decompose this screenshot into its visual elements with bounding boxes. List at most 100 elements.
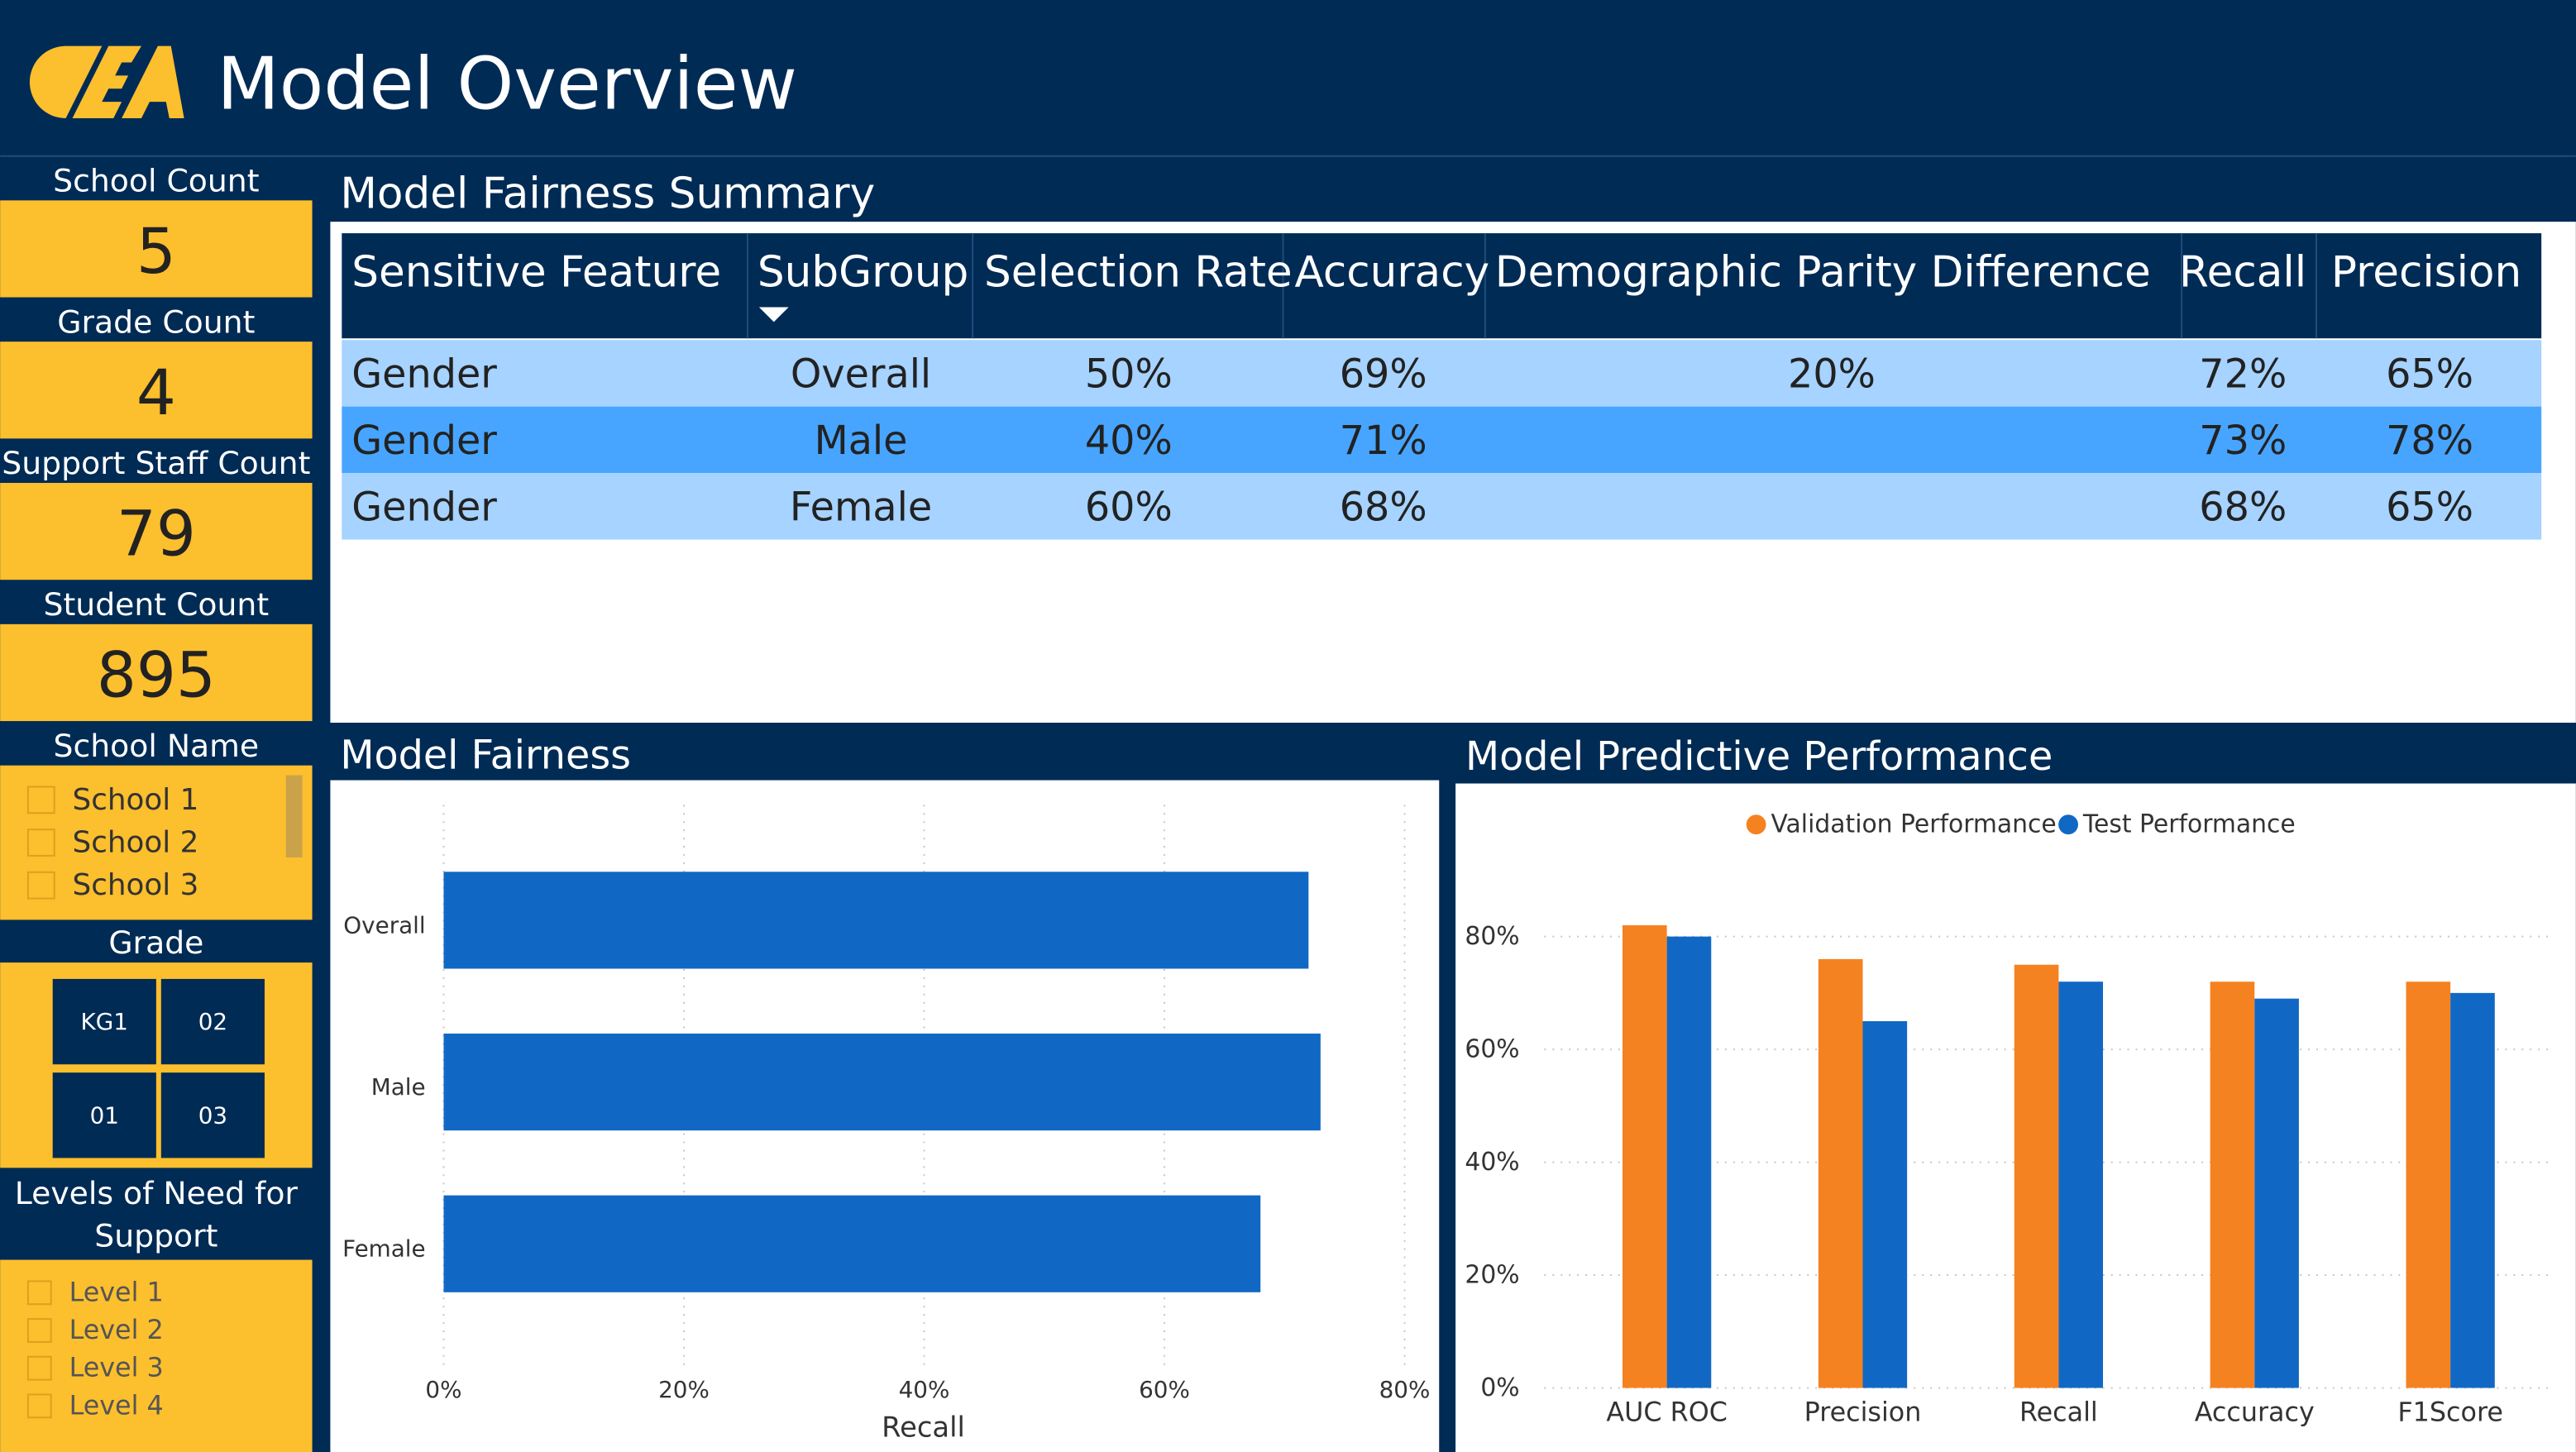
checkbox[interactable] (26, 1393, 52, 1419)
x-tick-label: 60% (1139, 1376, 1190, 1403)
grade-tile[interactable] (52, 978, 156, 1065)
card-label: Support Staff Count (2, 445, 310, 481)
y-tick-label: Overall (343, 911, 425, 939)
column-header[interactable]: SubGroup (758, 248, 968, 298)
slicer-label: Grade (108, 924, 203, 961)
bar (1862, 1020, 1908, 1388)
bar (443, 1195, 1261, 1292)
column-header[interactable]: Demographic Parity Difference (1495, 248, 2151, 298)
legend-marker[interactable] (2058, 814, 2078, 835)
table-cell: 78% (2386, 418, 2473, 464)
grade-tile[interactable] (52, 1072, 156, 1158)
table-cell: Gender (351, 351, 497, 397)
slicer-item[interactable]: School 3 (73, 868, 199, 902)
legend-label[interactable]: Test Performance (2082, 810, 2296, 839)
table-cell: 20% (1788, 351, 1876, 397)
slicer-item[interactable]: Level 3 (69, 1354, 164, 1383)
x-tick-label: F1Score (2397, 1397, 2502, 1427)
bar (2014, 964, 2059, 1388)
column-header[interactable]: Recall (2179, 248, 2306, 298)
table-row (342, 473, 2542, 540)
table-cell: 50% (1085, 351, 1173, 397)
column-header[interactable]: Precision (2331, 248, 2521, 298)
table-cell: Male (815, 418, 908, 464)
panel-title: Model Fairness (340, 733, 631, 778)
table-cell: Gender (351, 418, 497, 464)
bar (443, 872, 1309, 969)
checkbox[interactable] (26, 1318, 52, 1343)
card-value: 79 (117, 498, 196, 571)
column-header[interactable]: Selection Rate (984, 248, 1293, 298)
grade-tile[interactable] (160, 978, 265, 1065)
table-cell: 40% (1085, 418, 1173, 464)
checkbox[interactable] (26, 829, 55, 857)
sort-arrow (758, 307, 789, 322)
card-label: School Count (53, 163, 259, 199)
panel-title: Model Fairness Summary (340, 169, 875, 218)
x-tick-label: 0% (425, 1376, 461, 1403)
scrollbar (285, 775, 303, 857)
card-label: Grade Count (57, 303, 255, 340)
table-cell: Overall (791, 351, 931, 397)
panel-title: Model Predictive Performance (1465, 734, 2053, 780)
bar (2406, 982, 2451, 1388)
column-header[interactable]: Sensitive Feature (351, 248, 721, 298)
slicer-item[interactable]: Level 4 (69, 1391, 164, 1421)
x-tick-label: AUC ROC (1606, 1397, 1728, 1427)
slicer-label: Levels of Need for Support (14, 1176, 298, 1255)
y-tick-label: 20% (1465, 1261, 1519, 1290)
legend-label[interactable]: Validation Performance (1771, 810, 2057, 839)
slicer-box (0, 765, 313, 920)
table-cell: 68% (1340, 485, 1427, 530)
grade-tile-label[interactable]: KG1 (81, 1008, 128, 1035)
slicer-label-text: Levels of Need for Support (14, 1176, 298, 1255)
bar (1818, 958, 1863, 1388)
slicer-item[interactable]: Level 1 (69, 1278, 164, 1307)
column-header[interactable]: Accuracy (1294, 248, 1489, 298)
slicer-label: School Name (54, 728, 260, 764)
y-tick-label: Female (342, 1235, 426, 1263)
bar (1622, 924, 1667, 1388)
bar (2210, 982, 2255, 1388)
card-box (0, 483, 313, 580)
table-cell: Female (790, 485, 932, 530)
card-label: Student Count (44, 586, 270, 623)
table-cell: Gender (351, 485, 497, 530)
slicer-item[interactable]: Level 2 (69, 1316, 164, 1345)
checkbox[interactable] (26, 871, 55, 900)
y-tick-label: 40% (1465, 1148, 1519, 1177)
x-axis-label: Recall (882, 1411, 965, 1444)
table-cell: 71% (1340, 418, 1427, 464)
grade-tile[interactable] (160, 1072, 265, 1158)
table-cell: 72% (2199, 351, 2287, 397)
card-box (0, 200, 313, 298)
logo (29, 45, 184, 119)
table-cell: 73% (2199, 418, 2287, 464)
x-tick-label: 80% (1379, 1376, 1431, 1403)
checkbox[interactable] (26, 1280, 52, 1306)
grade-tile-label[interactable]: 03 (198, 1101, 227, 1129)
bar (2058, 982, 2104, 1388)
table-row (342, 340, 2542, 407)
table-cell: 69% (1340, 351, 1427, 397)
legend-marker[interactable] (1746, 814, 1766, 835)
slicer-item[interactable]: School 2 (73, 826, 199, 860)
y-tick-label: 0% (1480, 1373, 1519, 1402)
checkbox[interactable] (26, 1355, 52, 1381)
page-title: Model Overview (217, 41, 797, 126)
grade-tile-label[interactable]: 01 (90, 1101, 119, 1129)
table-cell: 60% (1085, 485, 1173, 530)
grade-tile-label[interactable]: 02 (198, 1008, 227, 1035)
table-cell: 65% (2386, 351, 2473, 397)
card-value: 895 (97, 638, 216, 711)
bar (443, 1033, 1321, 1131)
x-tick-label: Recall (2019, 1397, 2098, 1427)
checkbox[interactable] (26, 786, 55, 814)
table-cell: 68% (2199, 485, 2287, 530)
card-box (0, 623, 313, 722)
slicer-item[interactable]: School 1 (73, 783, 199, 817)
x-tick-label: Accuracy (2195, 1397, 2315, 1427)
y-tick-label: Male (371, 1073, 426, 1101)
